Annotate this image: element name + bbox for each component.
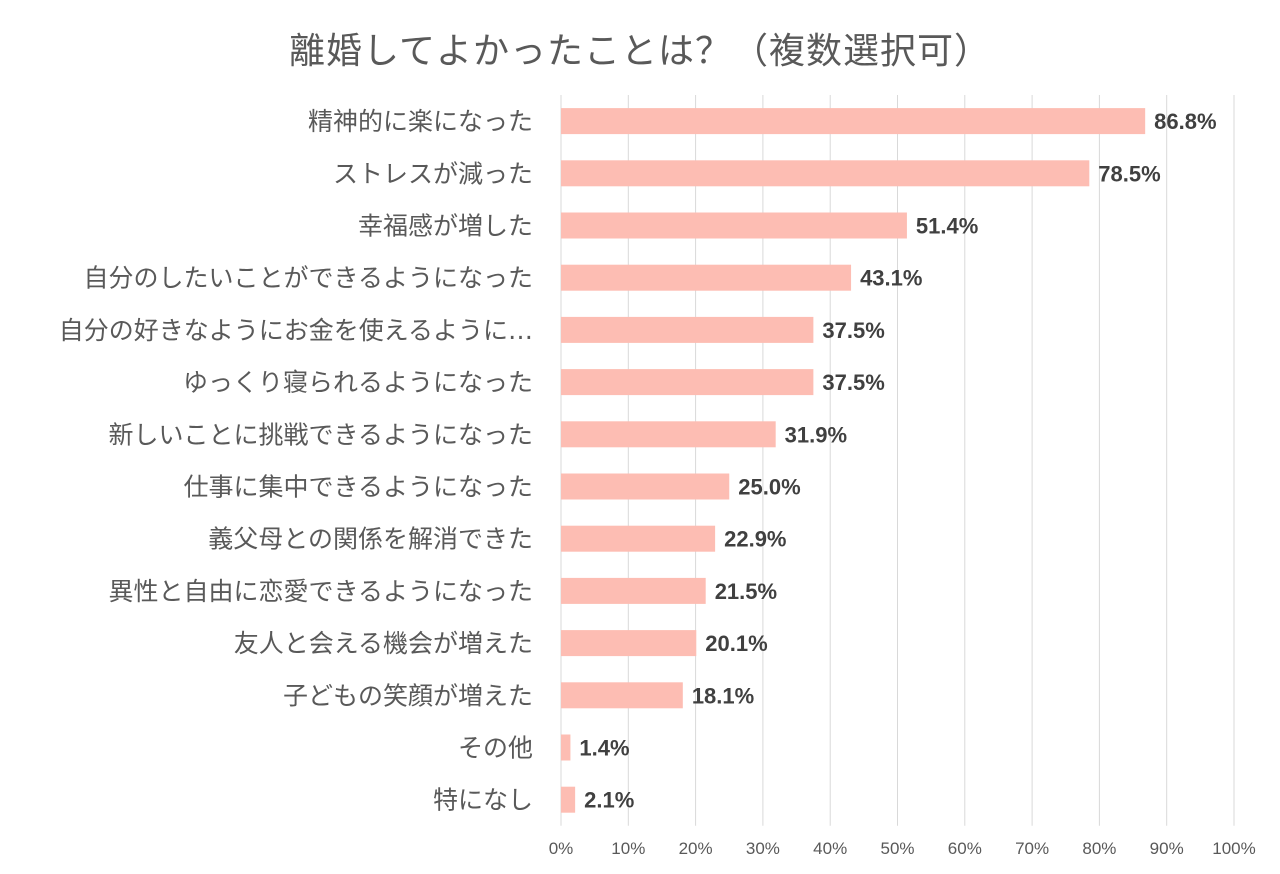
value-label: 37.5% [822,318,884,343]
category-label: 自分のしたいことができるようになった [83,264,533,293]
value-label: 25.0% [738,475,800,500]
bar [561,786,576,813]
category-label: 幸福感が増した [358,212,533,241]
value-label: 78.5% [1098,161,1160,186]
category-label: 自分の好きなようにお金を使えるように… [59,316,533,345]
value-label: 43.1% [860,266,922,291]
x-tick-label: 50% [880,839,914,858]
x-tick-label: 90% [1150,839,1184,858]
bar [561,160,1090,187]
category-label: 精神的に楽になった [308,107,533,136]
value-label: 22.9% [724,527,786,552]
category-label: 友人と会える機会が増えた [234,629,533,658]
value-label: 51.4% [916,214,978,239]
category-label: 特になし [433,786,533,815]
bar [561,369,814,396]
category-label: 新しいことに挑戦できるようになった [108,420,533,449]
category-label: その他 [458,734,533,763]
bar [561,421,776,448]
x-tick-label: 10% [611,839,645,858]
x-tick-label: 0% [549,839,574,858]
gridlines [560,95,1235,826]
bar [561,316,814,343]
x-tick-label: 100% [1212,839,1255,858]
category-label: 異性と自由に恋愛できるようになった [108,577,533,606]
value-label: 21.5% [715,579,777,604]
value-label: 31.9% [785,422,847,447]
value-label: 1.4% [579,736,629,761]
x-tick-label: 60% [948,839,982,858]
x-tick-label: 80% [1082,839,1116,858]
bar [561,734,571,761]
category-label: 仕事に集中できるようになった [183,473,533,502]
bar [561,264,852,291]
value-label: 86.8% [1154,109,1216,134]
value-label: 18.1% [692,683,754,708]
x-tick-label: 30% [746,839,780,858]
category-label: 義父母との関係を解消できた [208,525,533,554]
x-tick-label: 40% [813,839,847,858]
bar [561,212,907,239]
x-tick-label: 20% [679,839,713,858]
category-label: ストレスが減った [333,159,533,188]
bar [561,473,730,500]
x-tick-label: 70% [1015,839,1049,858]
chart-title: 離婚してよかったことは？（複数選択可） [289,31,991,72]
value-label: 2.1% [584,788,634,813]
value-label: 20.1% [705,631,767,656]
bar [561,577,706,604]
bar [561,682,683,709]
bar [561,108,1146,135]
value-label: 37.5% [822,370,884,395]
bar [561,630,697,657]
category-label: ゆっくり寝られるようになった [183,368,533,397]
bar [561,525,716,552]
category-label: 子どもの笑顔が増えた [283,681,533,710]
